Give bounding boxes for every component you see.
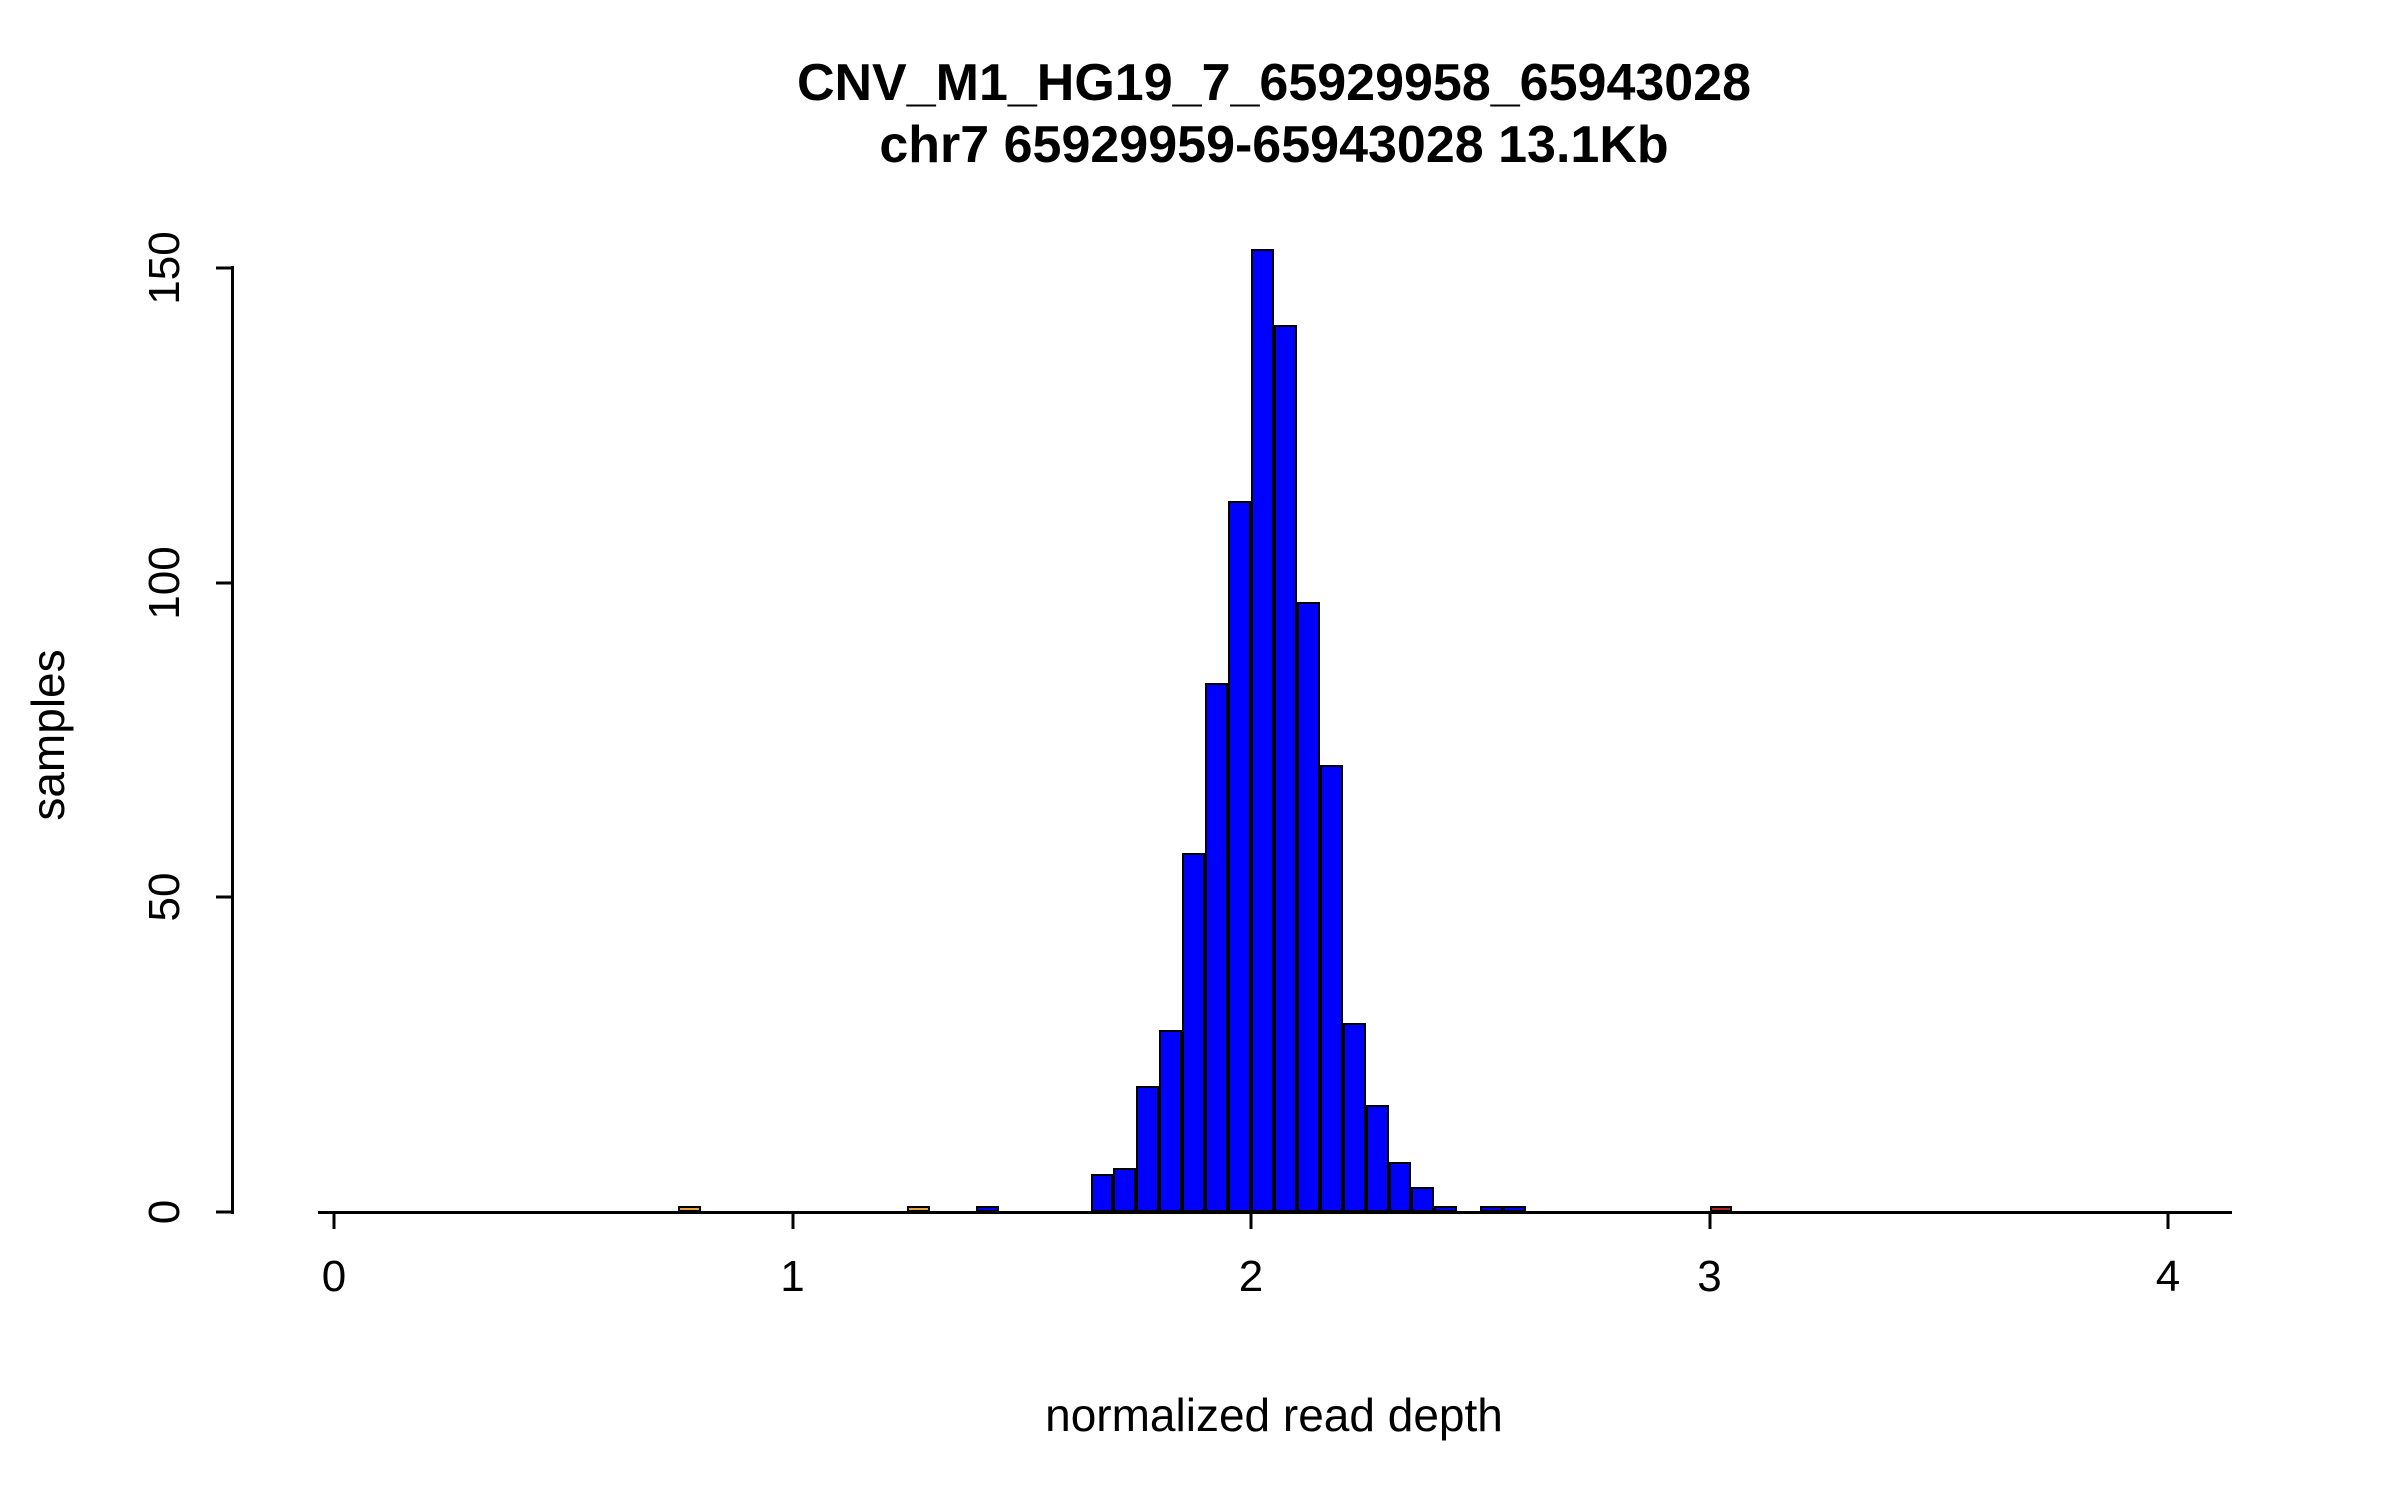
histogram-bar [1709, 1205, 1733, 1212]
histogram-bar [975, 1205, 999, 1212]
y-tick-label: 100 [140, 545, 189, 620]
y-tick-label: 0 [140, 1199, 189, 1225]
y-axis-label: samples [22, 649, 74, 821]
x-tick-mark [1249, 1213, 1253, 1229]
chart-title: CNV_M1_HG19_7_65929958_65943028 chr7 659… [318, 52, 2230, 176]
histogram-bar [1228, 500, 1251, 1212]
histogram-bar [1319, 765, 1343, 1212]
y-tick-mark [216, 895, 232, 899]
y-tick-mark [216, 1210, 232, 1214]
histogram-bar [907, 1205, 931, 1212]
y-tick-mark [216, 266, 232, 270]
histogram-bar [1296, 601, 1320, 1212]
histogram-bar [1342, 1023, 1366, 1212]
x-tick-label: 2 [1238, 1252, 1264, 1301]
x-axis-label: normalized read depth [1045, 1389, 1503, 1441]
chart-title-line2: chr7 65929959-65943028 13.1Kb [879, 116, 1669, 174]
x-tick-label: 3 [1697, 1252, 1722, 1301]
x-tick-label: 1 [780, 1252, 805, 1301]
y-tick-label: 50 [140, 872, 189, 922]
x-tick-mark [791, 1213, 794, 1229]
x-tick-mark [2166, 1213, 2170, 1229]
histogram-bar [1273, 324, 1297, 1212]
histogram-bar [1434, 1205, 1458, 1212]
histogram-bar [1205, 683, 1229, 1212]
histogram-bar [1365, 1105, 1389, 1212]
x-tick-label: 0 [321, 1252, 347, 1301]
histogram-bar [1182, 853, 1206, 1212]
x-axis-line [318, 1211, 2232, 1214]
histogram-bar [1480, 1205, 1504, 1212]
x-tick-label: 4 [2155, 1252, 2181, 1301]
x-tick-mark [332, 1213, 336, 1229]
histogram-bar [1159, 1029, 1183, 1212]
histogram-bar [1136, 1086, 1160, 1212]
histogram-bar [677, 1205, 701, 1212]
y-tick-label: 150 [140, 231, 189, 305]
histogram-bar [1503, 1205, 1527, 1212]
histogram-bar [1113, 1167, 1137, 1212]
histogram-bar [1090, 1174, 1114, 1212]
x-tick-mark [1708, 1213, 1711, 1229]
y-tick-mark [216, 581, 232, 585]
histogram-bar [1411, 1186, 1435, 1212]
histogram-bar [1388, 1161, 1412, 1212]
histogram-bar [1251, 249, 1274, 1212]
y-axis-line [231, 266, 234, 1214]
chart-title-line1: CNV_M1_HG19_7_65929958_65943028 [796, 54, 1752, 112]
